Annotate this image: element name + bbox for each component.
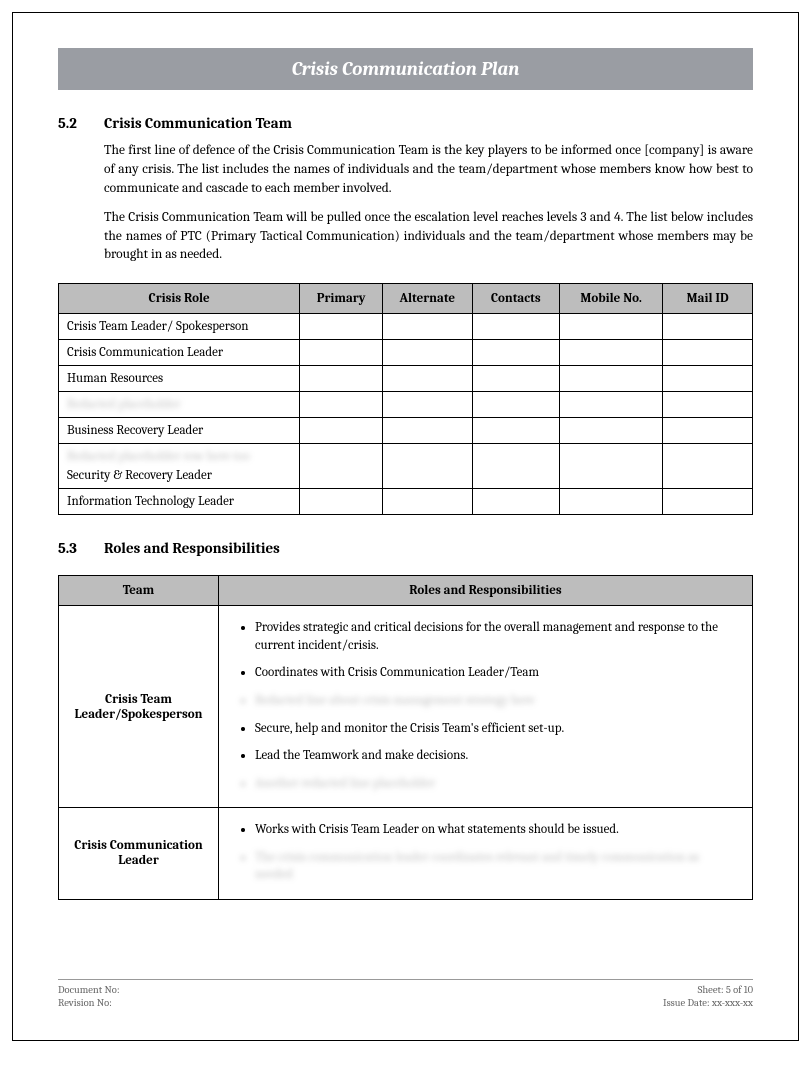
empty-cell: [663, 392, 753, 418]
empty-cell: [472, 340, 559, 366]
list-item: Coordinates with Crisis Communication Le…: [255, 664, 744, 682]
section-heading-5-2: 5.2 Crisis Communication Team: [58, 114, 753, 132]
empty-cell: [559, 314, 662, 340]
page-border: Crisis Communication Plan 5.2 Crisis Com…: [12, 12, 799, 1041]
team-name-cell: Crisis Team Leader/Spokesperson: [59, 606, 219, 808]
empty-cell: [559, 489, 662, 515]
section-heading-5-3: 5.3 Roles and Responsibilities: [58, 539, 753, 557]
list-item: Another redacted line placeholder: [255, 775, 744, 793]
crisis-role-cell: Crisis Team Leader/ Spokesperson: [59, 314, 300, 340]
list-item: Redacted line about crisis management st…: [255, 692, 744, 710]
section-title: Crisis Communication Team: [104, 114, 292, 132]
empty-cell: [663, 340, 753, 366]
list-item: The crisis communication leader coordina…: [255, 849, 744, 884]
col-team: Team: [59, 576, 219, 606]
page-footer: Document No: Sheet: 5 of 10 Revision No:…: [58, 979, 753, 1010]
crisis-role-cell: Human Resources: [59, 366, 300, 392]
empty-cell: [663, 418, 753, 444]
responsibilities-cell: Works with Crisis Team Leader on what st…: [219, 808, 753, 900]
empty-cell: [300, 392, 383, 418]
empty-cell: [663, 489, 753, 515]
table-row: Human Resources: [59, 366, 753, 392]
empty-cell: [300, 444, 383, 489]
empty-cell: [383, 392, 473, 418]
col-primary: Primary: [300, 284, 383, 314]
empty-cell: [300, 340, 383, 366]
table-row: Crisis Team Leader/ Spokesperson: [59, 314, 753, 340]
crisis-role-cell: Business Recovery Leader: [59, 418, 300, 444]
document-title-bar: Crisis Communication Plan: [58, 48, 753, 90]
empty-cell: [472, 366, 559, 392]
crisis-role-cell: Redacted placeholder row here tooSecurit…: [59, 444, 300, 489]
responsibilities-cell: Provides strategic and critical decision…: [219, 606, 753, 808]
empty-cell: [300, 314, 383, 340]
empty-cell: [559, 418, 662, 444]
empty-cell: [663, 314, 753, 340]
list-item: Lead the Teamwork and make decisions.: [255, 747, 744, 765]
empty-cell: [383, 418, 473, 444]
col-crisis-role: Crisis Role: [59, 284, 300, 314]
document-title: Crisis Communication Plan: [292, 58, 520, 80]
empty-cell: [383, 366, 473, 392]
empty-cell: [472, 392, 559, 418]
col-contacts: Contacts: [472, 284, 559, 314]
empty-cell: [300, 489, 383, 515]
table-row: Business Recovery Leader: [59, 418, 753, 444]
empty-cell: [559, 366, 662, 392]
empty-cell: [383, 340, 473, 366]
sheet-label: Sheet: 5 of 10: [698, 984, 753, 996]
table-row: Redacted placeholder: [59, 392, 753, 418]
list-item: Provides strategic and critical decision…: [255, 619, 744, 654]
empty-cell: [383, 444, 473, 489]
empty-cell: [559, 392, 662, 418]
doc-no-label: Document No:: [58, 984, 120, 996]
empty-cell: [472, 489, 559, 515]
list-item: Works with Crisis Team Leader on what st…: [255, 821, 744, 839]
empty-cell: [559, 340, 662, 366]
empty-cell: [559, 444, 662, 489]
body-paragraph-2: The Crisis Communication Team will be pu…: [104, 209, 753, 266]
table-row: Crisis Team Leader/Spokesperson Provides …: [59, 606, 753, 808]
empty-cell: [472, 418, 559, 444]
table-row: Redacted placeholder row here tooSecurit…: [59, 444, 753, 489]
empty-cell: [300, 418, 383, 444]
empty-cell: [300, 366, 383, 392]
section-number: 5.3: [58, 539, 104, 557]
empty-cell: [472, 444, 559, 489]
table-header-row: Crisis Role Primary Alternate Contacts M…: [59, 284, 753, 314]
crisis-role-cell: Crisis Communication Leader: [59, 340, 300, 366]
crisis-role-cell: Information Technology Leader: [59, 489, 300, 515]
table-row: Crisis Communication Leader Works with Cr…: [59, 808, 753, 900]
crisis-role-table: Crisis Role Primary Alternate Contacts M…: [58, 283, 753, 515]
empty-cell: [383, 489, 473, 515]
rev-no-label: Revision No:: [58, 997, 112, 1009]
col-roles: Roles and Responsibilities: [219, 576, 753, 606]
col-alternate: Alternate: [383, 284, 473, 314]
section-title: Roles and Responsibilities: [104, 539, 280, 557]
empty-cell: [472, 314, 559, 340]
body-paragraph-1: The first line of defence of the Crisis …: [104, 142, 753, 199]
empty-cell: [383, 314, 473, 340]
col-mobile: Mobile No.: [559, 284, 662, 314]
team-name-cell: Crisis Communication Leader: [59, 808, 219, 900]
roles-responsibilities-table: Team Roles and Responsibilities Crisis T…: [58, 575, 753, 899]
issue-label: Issue Date: xx-xxx-xx: [663, 997, 753, 1009]
crisis-role-cell: Redacted placeholder: [59, 392, 300, 418]
table-row: Crisis Communication Leader: [59, 340, 753, 366]
section-number: 5.2: [58, 114, 104, 132]
list-item: Secure, help and monitor the Crisis Team…: [255, 720, 744, 738]
empty-cell: [663, 366, 753, 392]
table-header-row: Team Roles and Responsibilities: [59, 576, 753, 606]
empty-cell: [663, 444, 753, 489]
table-row: Information Technology Leader: [59, 489, 753, 515]
col-mailid: Mail ID: [663, 284, 753, 314]
